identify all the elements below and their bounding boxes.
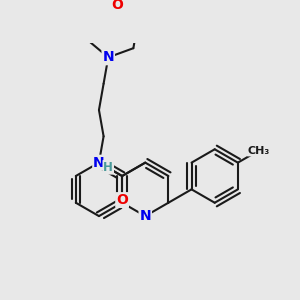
Text: CH₃: CH₃ — [248, 146, 270, 156]
Text: N: N — [102, 50, 114, 64]
Text: N: N — [93, 156, 105, 170]
Text: O: O — [116, 193, 128, 207]
Text: N: N — [140, 209, 151, 223]
Text: H: H — [103, 161, 113, 174]
Text: O: O — [112, 0, 124, 12]
